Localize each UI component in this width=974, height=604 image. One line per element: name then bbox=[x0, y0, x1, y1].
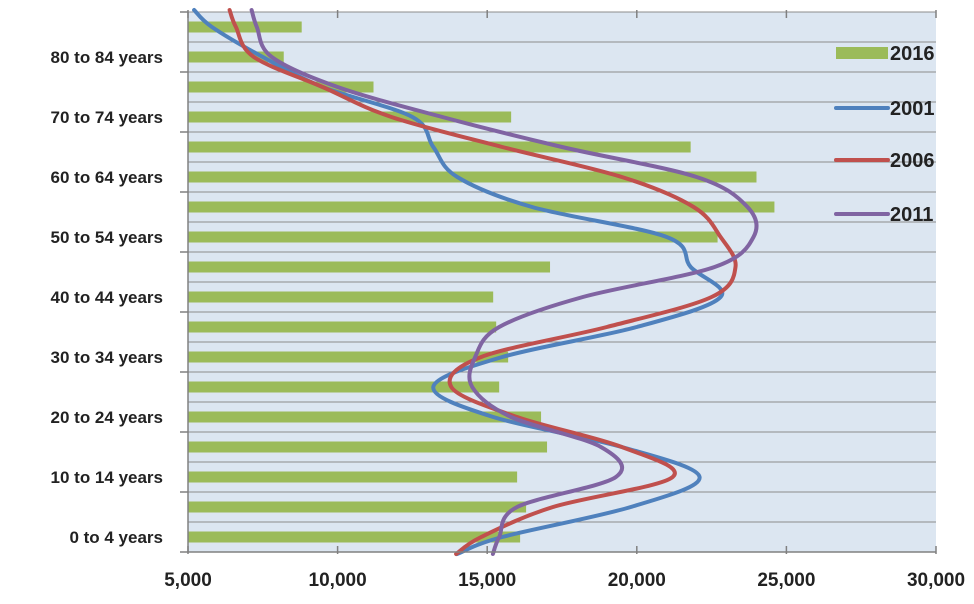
bar-2016 bbox=[188, 291, 494, 303]
bar-2016 bbox=[188, 441, 548, 453]
y-tick-label: 80 to 84 years bbox=[51, 48, 163, 67]
y-tick-label: 20 to 24 years bbox=[51, 408, 163, 427]
x-tick-labels: 5,000 10,000 15,000 20,000 25,000 30,000 bbox=[164, 570, 965, 591]
line-2011 bbox=[249, 8, 759, 556]
y-tick-label: 0 to 4 years bbox=[69, 528, 163, 547]
bar-2016 bbox=[188, 201, 775, 213]
legend: 2016 2001 2006 2011 bbox=[834, 43, 935, 226]
bar-2016 bbox=[188, 321, 497, 333]
axes bbox=[180, 10, 937, 554]
x-tick-label: 10,000 bbox=[309, 570, 367, 591]
y-tick-label: 60 to 64 years bbox=[51, 168, 163, 187]
bar-2016 bbox=[188, 231, 718, 243]
line-2001 bbox=[192, 8, 725, 556]
bar-2016 bbox=[188, 501, 527, 513]
legend-swatch-2016 bbox=[836, 47, 888, 59]
series-lines bbox=[192, 8, 759, 556]
y-tick-label: 10 to 14 years bbox=[51, 468, 163, 487]
x-tick-label: 15,000 bbox=[458, 570, 516, 591]
bar-2016 bbox=[188, 51, 284, 63]
legend-label-2016: 2016 bbox=[890, 43, 935, 65]
y-tick-labels: 0 to 4 years 10 to 14 years 20 to 24 years… bbox=[51, 48, 163, 547]
legend-label-2011: 2011 bbox=[890, 204, 933, 226]
bar-2016 bbox=[188, 261, 551, 273]
bars-2016 bbox=[188, 21, 775, 543]
y-tick-label: 50 to 54 years bbox=[51, 228, 163, 247]
bar-2016 bbox=[188, 411, 542, 423]
bar-2016 bbox=[188, 351, 509, 363]
bar-2016 bbox=[188, 381, 500, 393]
y-tick-label: 70 to 74 years bbox=[51, 108, 163, 127]
bar-2016 bbox=[188, 471, 518, 483]
gridlines bbox=[188, 11, 936, 553]
bar-2016 bbox=[188, 21, 302, 33]
bar-2016 bbox=[188, 141, 691, 153]
bar-2016 bbox=[188, 171, 757, 183]
x-tick-label: 30,000 bbox=[907, 570, 965, 591]
y-tick-label: 40 to 44 years bbox=[51, 288, 163, 307]
bar-2016 bbox=[188, 81, 374, 93]
x-tick-label: 20,000 bbox=[608, 570, 666, 591]
line-2006 bbox=[227, 8, 738, 556]
bar-2016 bbox=[188, 531, 521, 543]
legend-label-2001: 2001 bbox=[890, 98, 935, 120]
legend-label-2006: 2006 bbox=[890, 150, 935, 172]
x-tick-label: 25,000 bbox=[757, 570, 815, 591]
y-tick-label: 30 to 34 years bbox=[51, 348, 163, 367]
bar-2016 bbox=[188, 111, 512, 123]
x-tick-label: 5,000 bbox=[164, 570, 212, 591]
